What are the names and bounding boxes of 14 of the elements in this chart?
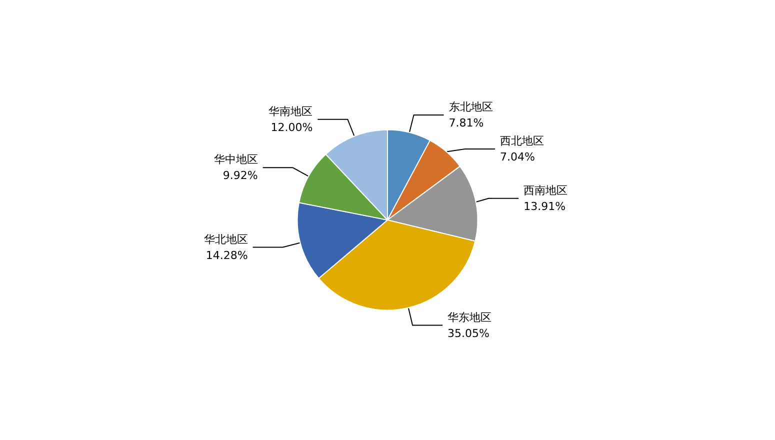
data-label: 14.28% xyxy=(206,248,248,262)
data-label: 12.00% xyxy=(270,120,313,134)
slice-label: 华南地区 xyxy=(268,104,313,118)
slice-label: 华北地区 xyxy=(204,232,248,246)
data-label: 7.04% xyxy=(500,150,535,164)
data-label: 35.05% xyxy=(448,326,490,340)
slice-label: 西南地区 xyxy=(524,184,568,197)
data-label: 13.91% xyxy=(524,200,566,213)
slice-label: 西北地区 xyxy=(500,134,544,148)
slice-label: 华中地区 xyxy=(214,153,258,166)
slice-label: 东北地区 xyxy=(448,100,493,114)
slice-label: 华东地区 xyxy=(448,310,492,324)
data-label: 9.92% xyxy=(222,169,258,182)
data-label: 7.81% xyxy=(448,116,484,130)
